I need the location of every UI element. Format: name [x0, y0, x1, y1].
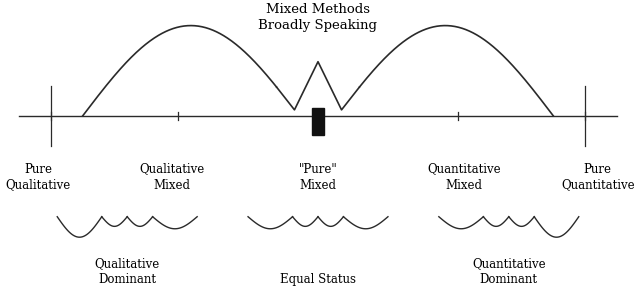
- Text: Mixed Methods
Broadly Speaking: Mixed Methods Broadly Speaking: [258, 3, 378, 32]
- Text: Equal Status: Equal Status: [280, 273, 356, 286]
- Text: Qualitative
Mixed: Qualitative Mixed: [139, 163, 204, 191]
- Text: "Pure"
Mixed: "Pure" Mixed: [299, 163, 337, 191]
- Text: Quantitative
Mixed: Quantitative Mixed: [427, 163, 501, 191]
- Text: Pure
Quantitative: Pure Quantitative: [561, 163, 635, 191]
- Text: Quantitative
Dominant: Quantitative Dominant: [472, 257, 546, 286]
- Text: Pure
Qualitative: Pure Qualitative: [6, 163, 71, 191]
- Bar: [312, 108, 324, 135]
- Text: Qualitative
Dominant: Qualitative Dominant: [95, 257, 160, 286]
